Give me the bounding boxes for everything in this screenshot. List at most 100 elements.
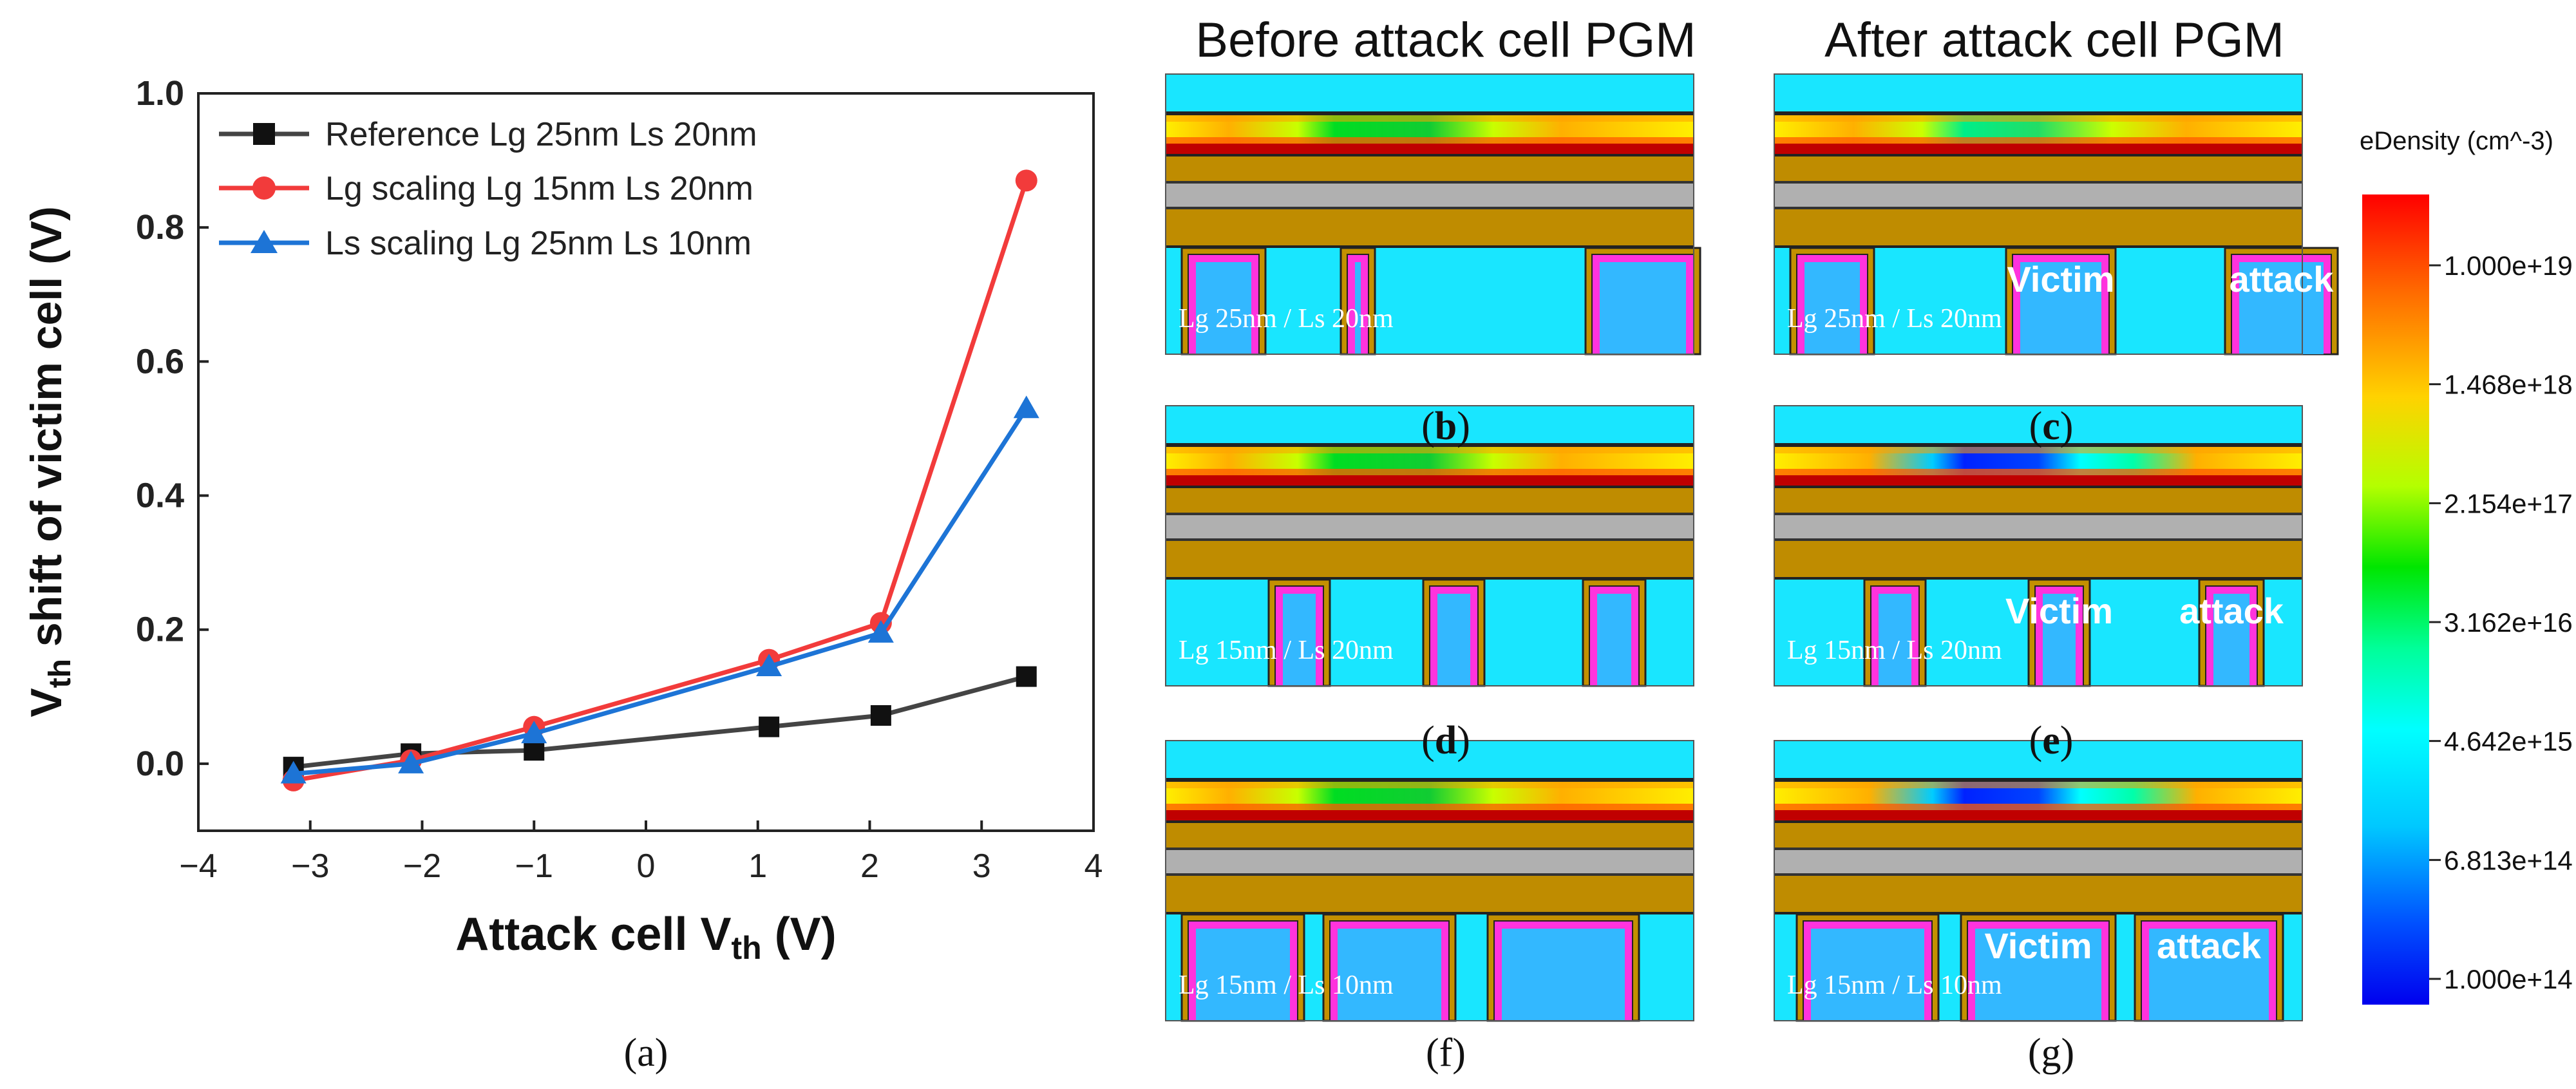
panel-f: Lg 15nm / Ls 10nm	[1165, 740, 1694, 1022]
nitride-layer	[1774, 184, 2302, 207]
victim-label: Victim	[2005, 591, 2113, 631]
gate-cell	[2198, 578, 2265, 687]
y-tick-label: 0.6	[136, 342, 184, 381]
gate-cell	[1795, 913, 1940, 1022]
point-square	[759, 716, 780, 737]
caption-f: (f)	[1426, 1031, 1466, 1075]
series-line	[293, 674, 1027, 770]
gate-cell	[1960, 913, 2117, 1022]
panel-g: Lg 15nm / Ls 10nm Victim attack	[1774, 740, 2303, 1022]
colorbar-ticks: 1.000e+19 1.468e+18 2.154e+17 3.162e+16 4.64…	[2429, 251, 2573, 994]
blocking-oxide-layer	[1774, 209, 2302, 245]
colorbar-tick-label: 3.162e+16	[2444, 607, 2573, 638]
victim-label: Victim	[2007, 259, 2114, 299]
nitride-layer	[1774, 850, 2302, 873]
colorbar: eDensity (cm^-3) 1.000e+19 1.468e+18 2.154…	[2360, 127, 2573, 1005]
gate-cell	[1863, 578, 1927, 687]
y-ticks: 0.0 0.2 0.4 0.6 0.8 1.0	[136, 74, 209, 783]
colorbar-tick-label: 1.000e+19	[2444, 251, 2573, 281]
series-group	[280, 169, 1039, 791]
oxide-layer	[1166, 156, 1694, 181]
colorbar-title: eDensity (cm^-3)	[2360, 127, 2553, 155]
x-tick-label: −3	[291, 848, 329, 885]
gate-cell	[1582, 578, 1647, 687]
blocking-oxide-layer	[1774, 876, 2302, 912]
y-tick-label: 0.0	[136, 744, 184, 783]
panel-dimension-label: Lg 25nm / Ls 20nm	[1179, 304, 1394, 334]
attack-label: attack	[2230, 259, 2334, 299]
caption-e: (e)	[2029, 719, 2074, 762]
caption-g: (g)	[2028, 1031, 2074, 1075]
legend-label-lg-scaling: Lg scaling Lg 15nm Ls 20nm	[325, 170, 753, 207]
simulation-panels: Lg 25nm / Ls 20nm Lg 25nm / Ls 20nmVictim…	[1165, 73, 2339, 1022]
colorbar-tick-label: 6.813e+14	[2444, 845, 2573, 875]
y-tick-label: 0.2	[136, 611, 184, 649]
series-2	[280, 395, 1039, 784]
x-tick-label: 3	[972, 848, 991, 885]
attack-label: attack	[2179, 591, 2284, 631]
gate-cell	[1789, 247, 1875, 355]
x-axis-label: Attack cell Vth (V)	[455, 909, 836, 966]
gate-cell	[2005, 247, 2117, 355]
legend: Reference Lg 25nm Ls 20nm Lg scaling Lg …	[219, 116, 757, 262]
panel-dimension-label: Lg 15nm / Ls 20nm	[1179, 636, 1394, 665]
colorbar-tick-label: 1.000e+14	[2444, 964, 2573, 994]
caption-a: (a)	[624, 1031, 668, 1075]
gate-cell	[1486, 913, 1640, 1022]
legend-label-reference: Reference Lg 25nm Ls 20nm	[325, 116, 757, 153]
point-square	[524, 740, 545, 761]
colorbar-tick-label: 1.468e+18	[2444, 370, 2573, 400]
oxide-layer	[1774, 823, 2302, 848]
attack-label: attack	[2157, 925, 2262, 966]
gate-cell	[1180, 247, 1267, 355]
caption-d: (d)	[1421, 719, 1470, 762]
gate-cell	[1180, 913, 1305, 1022]
x-tick-label: 1	[748, 848, 767, 885]
blocking-oxide-layer	[1166, 541, 1694, 577]
point-triangle	[398, 750, 424, 773]
oxide-layer	[1774, 156, 2302, 181]
x-tick-label: −4	[179, 848, 217, 885]
series-line	[293, 407, 1028, 777]
point-circle	[1015, 169, 1037, 192]
oxide-layer	[1774, 488, 2302, 513]
panel-dimension-label: Lg 15nm / Ls 10nm	[1179, 971, 1394, 1000]
vth-shift-chart: −4 −3 −2 −1 0 1 2 3 4 0.0 0.2 0.4 0.6 0.8 1.0 Referen…	[22, 74, 1103, 1075]
x-ticks: −4 −3 −2 −1 0 1 2 3 4	[179, 820, 1103, 885]
legend-entry-lg-scaling: Lg scaling Lg 15nm Ls 20nm	[219, 170, 753, 207]
point-triangle	[756, 653, 782, 676]
colorbar-tick-label: 4.642e+15	[2444, 726, 2573, 757]
nitride-layer	[1166, 515, 1694, 538]
legend-entry-ls-scaling: Ls scaling Lg 25nm Ls 10nm	[219, 225, 752, 262]
point-triangle	[1013, 395, 1039, 419]
x-tick-label: 0	[637, 848, 656, 885]
gate-cell	[1584, 247, 1701, 355]
gate-cell	[2224, 247, 2339, 355]
header-after: After attack cell PGM	[1824, 13, 2284, 68]
header-before: Before attack cell PGM	[1195, 13, 1696, 68]
caption-c: (c)	[2029, 404, 2074, 448]
panel-b: Lg 25nm / Ls 20nm	[1165, 73, 1701, 355]
oxide-layer	[1166, 823, 1694, 848]
y-axis-label: Vth shift of victim cell (V)	[22, 206, 77, 717]
series-line	[293, 180, 1029, 783]
panel-dimension-label: Lg 25nm / Ls 20nm	[1787, 304, 2002, 334]
point-triangle	[521, 721, 547, 744]
gate-cell	[1322, 913, 1457, 1022]
gate-cell	[2134, 913, 2284, 1022]
point-square	[1016, 666, 1037, 687]
gate-cell	[2027, 578, 2091, 687]
x-tick-label: −2	[403, 848, 441, 885]
point-square	[870, 705, 891, 726]
x-tick-label: 4	[1084, 848, 1103, 885]
panel-dimension-label: Lg 15nm / Ls 10nm	[1787, 971, 2002, 1000]
y-tick-label: 0.4	[136, 477, 184, 515]
panel-d: Lg 15nm / Ls 20nm	[1165, 405, 1694, 687]
panel-dimension-label: Lg 15nm / Ls 20nm	[1787, 636, 2002, 665]
nitride-layer	[1166, 850, 1694, 873]
x-tick-label: 2	[860, 848, 879, 885]
gate-cell	[1267, 578, 1331, 687]
